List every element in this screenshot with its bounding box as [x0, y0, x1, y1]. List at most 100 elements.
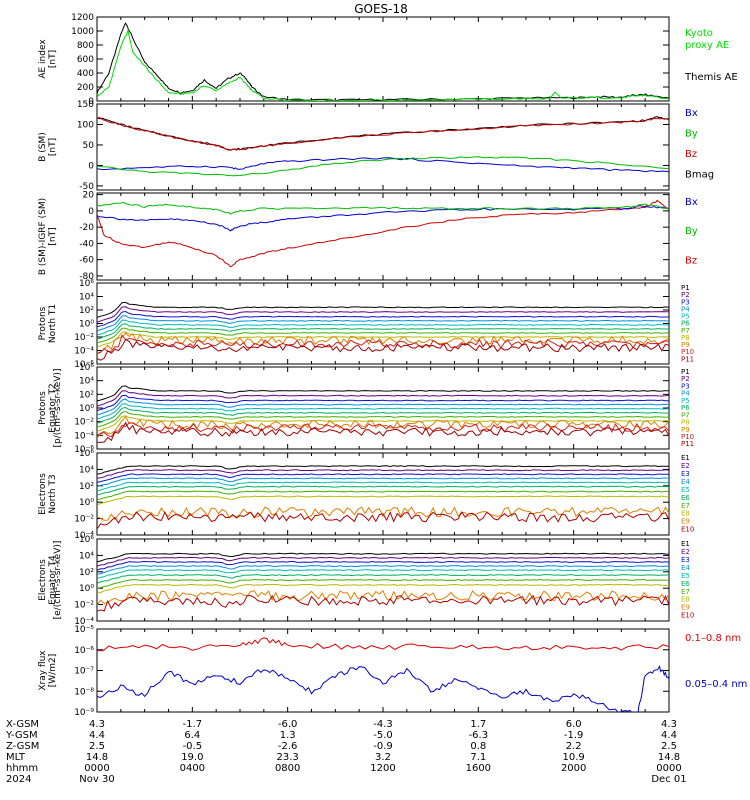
electron-units-label: [e/(cm²-s-sr-keV)]: [53, 541, 63, 620]
orbit-row-label: MLT: [6, 752, 26, 763]
legend-label: By: [685, 129, 698, 140]
orbit-value: 7.1: [470, 752, 486, 763]
orbit-value: 1200: [370, 763, 395, 774]
channel-line: [97, 334, 669, 355]
orbit-value: 4.3: [661, 719, 677, 730]
orbit-value: Dec 01: [651, 774, 686, 785]
channel-line: [97, 578, 669, 589]
y-tick-label: 0: [88, 161, 94, 171]
channel-label: P7: [681, 411, 690, 419]
channel-line: [97, 394, 669, 412]
channel-label: E10: [681, 612, 694, 620]
y-tick-label: 10⁴: [79, 551, 94, 561]
y-tick-label: 10⁰: [79, 498, 94, 508]
y-tick-label: 10⁰: [79, 320, 94, 330]
channel-label: P10: [681, 433, 694, 441]
channel-line: [97, 552, 669, 563]
y-axis-label: Equator T4: [48, 555, 58, 605]
channel-line: [97, 560, 669, 571]
channel-label: P1: [681, 368, 690, 376]
channel-line: [97, 415, 669, 432]
orbit-value: 6.0: [566, 719, 582, 730]
y-tick-label: 10⁶: [79, 363, 94, 373]
series-line-bmag: [97, 115, 669, 151]
orbit-value: 10.9: [563, 752, 585, 763]
channel-label: P6: [681, 320, 690, 328]
y-axis-label: Protons: [38, 391, 48, 425]
y-axis-label: B (SM)-IGRF (SM): [38, 198, 48, 275]
orbit-value: 0400: [180, 763, 205, 774]
channel-line: [97, 490, 669, 501]
orbit-value: 14.8: [658, 752, 680, 763]
channel-line: [97, 310, 669, 328]
y-tick-label: 10⁴: [79, 293, 94, 303]
orbit-value: 2.5: [661, 741, 677, 752]
orbit-value: -5.0: [373, 730, 393, 741]
orbit-row-label: hhmm: [6, 763, 38, 774]
channel-label: E5: [681, 572, 690, 580]
channel-label: E3: [681, 556, 690, 564]
series-line-0-1-0-8-nm: [97, 637, 669, 652]
y-tick-label: -40: [79, 239, 94, 249]
y-tick-label: 20: [83, 191, 95, 201]
channel-line: [97, 385, 669, 402]
y-axis-label: North T1: [48, 304, 58, 343]
y-tick-label: 600: [77, 55, 94, 65]
orbit-row-label: Z-GSM: [6, 741, 39, 752]
channel-label: E8: [681, 596, 690, 604]
legend-label: Bx: [685, 197, 698, 208]
orbit-value: 19.0: [181, 752, 203, 763]
proton-units-label: [p/(cm²-s-sr-keV)]: [53, 369, 63, 448]
orbit-value: -6.3: [469, 730, 489, 741]
orbit-value: 4.4: [89, 730, 105, 741]
channel-label: P1: [681, 284, 690, 292]
channel-line: [97, 583, 669, 594]
channel-line: [97, 574, 669, 584]
legend-label: proxy AE: [685, 40, 729, 51]
orbit-value: 0.8: [470, 741, 486, 752]
orbit-value: 4.4: [661, 730, 677, 741]
y-tick-label: 10⁰: [79, 584, 94, 594]
channel-line: [97, 319, 669, 336]
series-line-by: [97, 156, 669, 177]
channel-label: E7: [681, 588, 690, 596]
orbit-value: 6.4: [184, 730, 200, 741]
channel-line: [97, 338, 669, 361]
legend-label: 0.1–0.8 nm: [685, 633, 741, 644]
orbit-value: 23.3: [277, 752, 299, 763]
series-line-by: [97, 201, 669, 215]
y-tick-label: 10⁻⁴: [74, 347, 94, 357]
y-tick-label: 10⁴: [79, 465, 94, 475]
channel-line: [97, 398, 669, 416]
channel-label: P3: [681, 382, 690, 390]
y-tick-label: 1000: [71, 27, 94, 37]
channel-label: P7: [681, 327, 690, 335]
channel-label: P2: [681, 375, 690, 383]
legend-label: Kyoto: [685, 28, 713, 39]
channel-line: [97, 421, 669, 443]
channel-label: P8: [681, 419, 690, 427]
orbit-value: 0800: [275, 763, 300, 774]
channel-label: E6: [681, 494, 690, 502]
y-tick-label: 10²: [79, 306, 94, 316]
orbit-row-label: X-GSM: [6, 719, 39, 730]
y-tick-label: 10⁻⁴: [74, 531, 94, 541]
channel-label: P9: [681, 426, 690, 434]
y-tick-label: 10⁻²: [74, 333, 94, 343]
y-tick-label: 10⁰: [79, 404, 94, 414]
channel-label: E4: [681, 478, 690, 486]
y-tick-label: 10⁻⁶: [74, 646, 94, 656]
channel-line: [97, 495, 669, 506]
orbit-value: -2.6: [278, 741, 298, 752]
channel-label: P11: [681, 440, 694, 448]
y-tick-label: 10⁶: [79, 449, 94, 459]
y-tick-label: 10²: [79, 482, 94, 492]
series-line-kyoto-proxy-ae: [97, 28, 669, 101]
channel-label: P11: [681, 355, 694, 363]
series-line-bx: [97, 205, 669, 232]
channel-line: [97, 569, 669, 580]
channel-line: [97, 556, 669, 567]
y-tick-label: -60: [79, 256, 94, 266]
channel-label: E9: [681, 604, 690, 612]
series-line-0-05-0-4-nm: [97, 665, 669, 712]
